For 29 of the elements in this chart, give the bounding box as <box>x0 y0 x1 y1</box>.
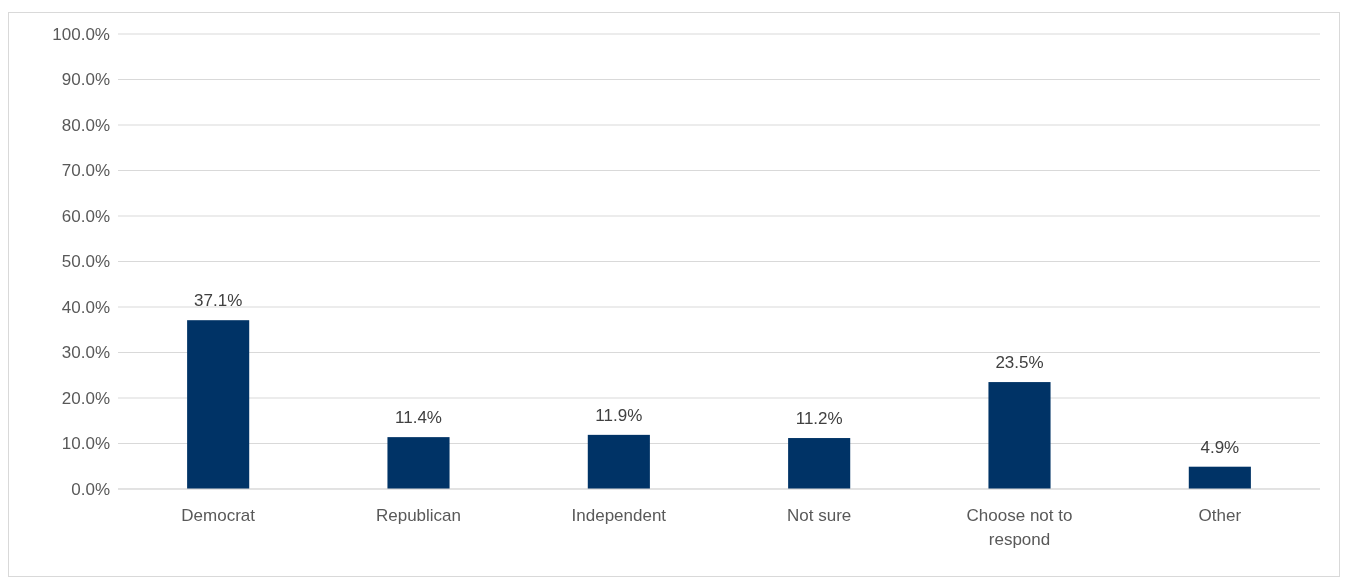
y-tick-label: 40.0% <box>61 297 110 317</box>
data-label: 11.4% <box>395 408 442 428</box>
bar <box>387 437 450 489</box>
y-tick-label: 20.0% <box>61 388 110 408</box>
data-label: 11.2% <box>795 409 843 429</box>
bar <box>788 438 851 489</box>
data-label: 4.9% <box>1200 437 1240 457</box>
data-label: 37.1% <box>194 291 243 311</box>
bar <box>988 382 1051 489</box>
y-tick-label: 100.0% <box>52 24 110 44</box>
x-tick-label: Not sure <box>787 506 852 525</box>
x-tick-label: Choose not to respond <box>966 506 1073 549</box>
data-label: 23.5% <box>995 353 1044 373</box>
bar <box>187 320 250 489</box>
y-tick-label: 50.0% <box>61 252 110 272</box>
x-tick-label: Other <box>1198 506 1242 525</box>
x-tick-label: Republican <box>375 506 462 525</box>
y-tick-label: 0.0% <box>71 479 110 499</box>
x-tick-label: Independent <box>571 506 667 525</box>
y-tick-label: 70.0% <box>61 161 110 181</box>
x-tick-label: Democrat <box>181 506 256 525</box>
bar <box>1188 466 1251 489</box>
y-tick-label: 30.0% <box>61 343 110 363</box>
y-tick-label: 80.0% <box>61 115 110 135</box>
data-label: 11.9% <box>595 405 643 425</box>
y-tick-label: 60.0% <box>61 206 110 226</box>
y-tick-label: 90.0% <box>61 70 110 90</box>
y-tick-label: 10.0% <box>61 434 110 454</box>
bar <box>587 434 650 489</box>
